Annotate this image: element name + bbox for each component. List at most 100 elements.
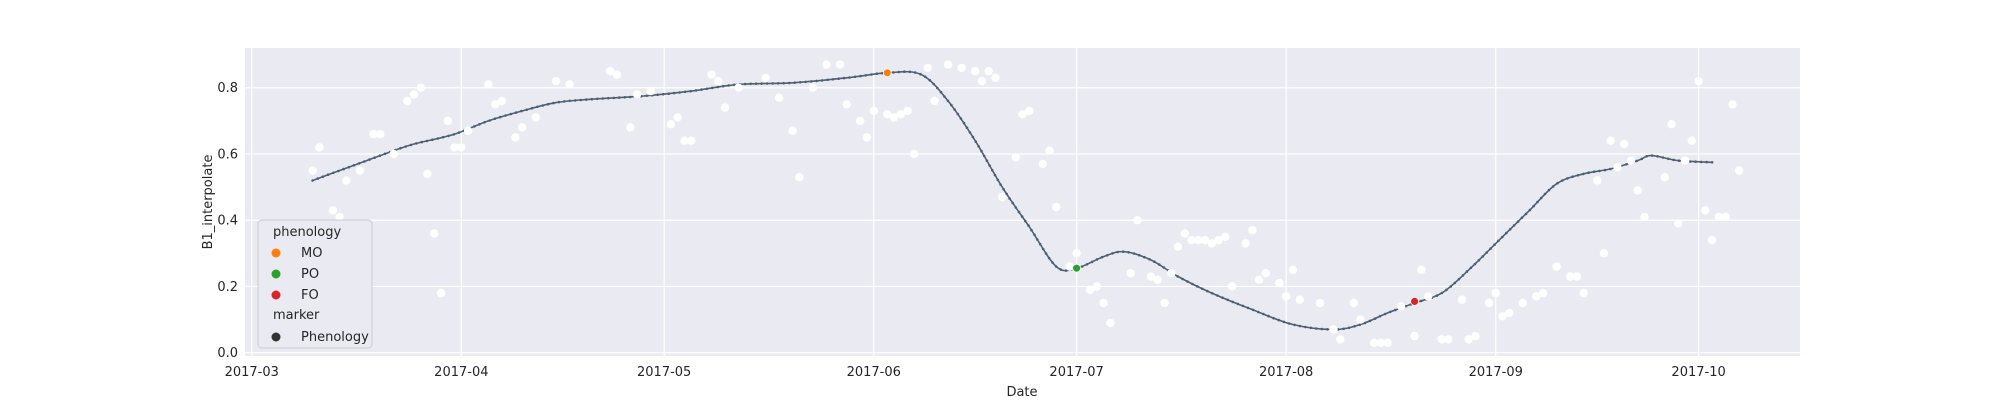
curve-marker xyxy=(409,143,413,147)
observation-point xyxy=(1146,272,1156,281)
curve-marker xyxy=(1017,210,1021,214)
curve-marker xyxy=(1033,233,1036,237)
curve-marker xyxy=(483,121,486,124)
curve-marker xyxy=(848,76,851,79)
curve-marker xyxy=(1181,277,1184,281)
observation-point xyxy=(1396,302,1406,311)
observation-point xyxy=(484,80,493,89)
observation-point xyxy=(436,288,446,298)
curve-marker xyxy=(601,97,605,100)
observation-point xyxy=(680,136,689,145)
curve-marker xyxy=(552,101,555,105)
curve-marker xyxy=(1551,185,1555,188)
curve-marker xyxy=(924,75,927,79)
curve-marker xyxy=(1485,251,1488,254)
curve-marker xyxy=(1445,288,1448,292)
curve-marker xyxy=(928,78,931,82)
curve-marker xyxy=(425,139,429,143)
curve-marker xyxy=(1100,255,1104,259)
legend-label-mo: MO xyxy=(301,246,322,261)
observation-point xyxy=(1538,288,1548,298)
curve-marker xyxy=(1699,160,1703,164)
observation-point xyxy=(1728,100,1737,109)
observation-point xyxy=(1660,173,1670,182)
observation-point xyxy=(1275,278,1284,288)
curve-marker xyxy=(1116,250,1119,254)
observation-point xyxy=(1315,298,1325,308)
observation-point xyxy=(761,73,770,83)
curve-marker xyxy=(1571,175,1574,178)
x-tick-label: 2017-09 xyxy=(1469,365,1523,380)
observation-point xyxy=(1464,335,1473,344)
curve-marker xyxy=(311,179,314,182)
curve-marker xyxy=(1656,155,1659,158)
observation-point xyxy=(903,106,912,116)
curve-marker xyxy=(1561,179,1564,182)
curve-marker xyxy=(962,121,966,125)
curve-marker xyxy=(1221,296,1224,300)
phenology-point-mo xyxy=(882,68,892,78)
observation-point xyxy=(430,229,439,238)
curve-marker xyxy=(1287,322,1291,325)
curve-marker xyxy=(1373,317,1377,320)
curve-marker xyxy=(1153,260,1156,264)
observation-point xyxy=(1376,338,1386,347)
legend-marker-mo xyxy=(271,248,281,258)
curve-marker xyxy=(1508,228,1512,231)
observation-point xyxy=(720,103,730,112)
x-tick-label: 2017-10 xyxy=(1671,365,1725,380)
curve-marker xyxy=(903,70,906,73)
curve-marker xyxy=(1516,220,1520,223)
curve-marker xyxy=(965,126,969,129)
observation-point xyxy=(998,192,1007,202)
curve-marker xyxy=(373,156,376,159)
curve-marker xyxy=(1095,258,1099,261)
curve-marker xyxy=(820,79,824,82)
observation-point xyxy=(1356,315,1365,324)
observation-point xyxy=(923,63,932,73)
observation-point xyxy=(1735,166,1744,175)
curve-marker xyxy=(1105,254,1109,257)
x-tick-label: 2017-03 xyxy=(225,365,279,380)
observation-point xyxy=(1052,202,1061,212)
observation-point xyxy=(1410,331,1419,341)
curve-marker xyxy=(1132,252,1136,255)
curve-marker xyxy=(804,80,807,84)
observation-point xyxy=(1633,186,1642,195)
curve-marker xyxy=(1520,216,1524,219)
observation-point xyxy=(1667,120,1676,129)
curve-marker xyxy=(1047,256,1051,260)
curve-marker xyxy=(612,96,616,100)
observation-point xyxy=(1694,76,1703,86)
curve-marker xyxy=(826,78,829,82)
observation-point xyxy=(511,133,520,142)
curve-marker xyxy=(908,70,912,74)
curve-marker xyxy=(1672,158,1675,162)
curve-marker xyxy=(493,117,497,120)
observation-point xyxy=(1288,265,1298,275)
curve-marker xyxy=(1191,282,1194,286)
observation-point xyxy=(842,100,851,109)
curve-marker xyxy=(1014,206,1018,209)
curve-marker xyxy=(1536,200,1539,204)
curve-marker xyxy=(1293,323,1296,327)
curve-marker xyxy=(1457,277,1461,281)
curve-marker xyxy=(943,95,946,98)
curve-marker xyxy=(1226,298,1229,302)
curve-marker xyxy=(1688,160,1692,163)
curve-marker xyxy=(683,90,687,94)
observation-point xyxy=(896,110,905,119)
curve-marker xyxy=(953,108,956,111)
observation-point xyxy=(308,166,317,175)
curve-marker xyxy=(498,115,502,119)
observation-point xyxy=(1153,275,1162,284)
observation-point xyxy=(1200,235,1210,245)
curve-marker xyxy=(1054,265,1058,268)
observation-point xyxy=(376,129,385,139)
legend-title: phenology xyxy=(273,225,341,240)
curve-marker xyxy=(1186,280,1189,283)
observation-point xyxy=(1106,318,1115,328)
curve-marker xyxy=(1064,269,1068,272)
curve-marker xyxy=(1044,252,1048,255)
curve-marker xyxy=(585,98,588,101)
